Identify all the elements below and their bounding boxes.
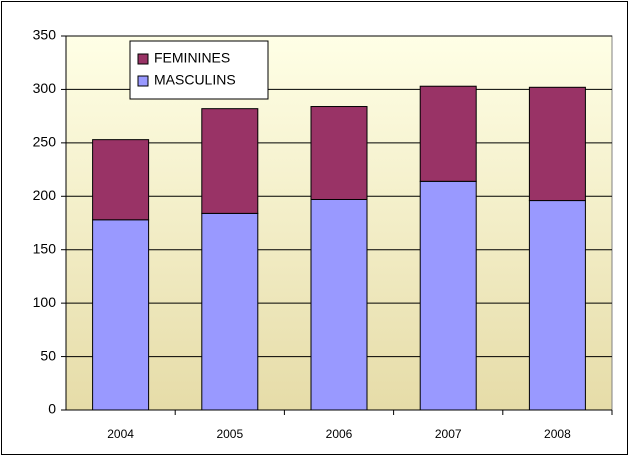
legend-label: FEMININES bbox=[154, 50, 230, 66]
bar-segment bbox=[310, 198, 368, 411]
x-tick-label: 2008 bbox=[544, 427, 571, 441]
bar-segment bbox=[419, 85, 477, 182]
legend-box bbox=[129, 40, 269, 100]
y-tick-label: 0 bbox=[48, 401, 56, 417]
bar-segment bbox=[92, 219, 150, 411]
x-tick-label: 2006 bbox=[326, 427, 353, 441]
bar-segment bbox=[92, 139, 150, 221]
bar-segment bbox=[201, 108, 259, 214]
bar-segment bbox=[419, 180, 477, 411]
y-tick-label: 300 bbox=[33, 80, 57, 96]
bar-segment bbox=[528, 86, 586, 202]
y-tick-label: 50 bbox=[40, 347, 56, 363]
legend-label: MASCULINS bbox=[154, 72, 236, 88]
x-tick-label: 2005 bbox=[216, 427, 243, 441]
y-tick-label: 200 bbox=[33, 187, 57, 203]
bar-segment bbox=[310, 106, 368, 200]
y-tick-label: 250 bbox=[33, 134, 57, 150]
bar-segment bbox=[528, 200, 586, 411]
y-tick-label: 150 bbox=[33, 240, 57, 256]
bar-segment bbox=[201, 212, 259, 411]
legend-swatch bbox=[137, 75, 149, 87]
x-tick-label: 2004 bbox=[107, 427, 134, 441]
legend-swatch bbox=[137, 53, 149, 65]
y-tick-label: 100 bbox=[33, 294, 57, 310]
y-tick-label: 350 bbox=[33, 27, 57, 43]
x-tick-label: 2007 bbox=[435, 427, 462, 441]
